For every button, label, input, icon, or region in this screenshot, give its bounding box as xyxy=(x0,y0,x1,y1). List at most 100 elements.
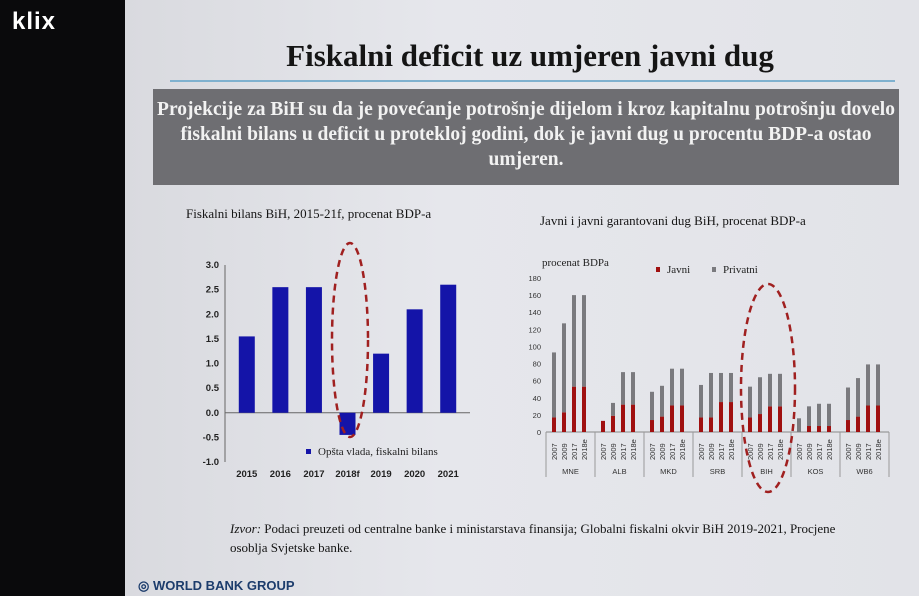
year-tick: 2007 xyxy=(550,443,559,460)
left-y-tick: 2.0 xyxy=(206,309,219,320)
javni-bar xyxy=(631,404,635,432)
left-x-tick: 2021 xyxy=(438,469,460,480)
balance-bar xyxy=(373,353,390,413)
year-tick: 2018e xyxy=(629,439,638,460)
privatni-bar xyxy=(670,368,674,406)
left-y-tick: 0.5 xyxy=(206,383,220,394)
privatni-bar xyxy=(758,377,762,415)
legend-swatch-privatni xyxy=(712,267,716,272)
left-y-tick: 1.0 xyxy=(206,359,219,370)
year-tick: 2017 xyxy=(766,443,775,460)
javni-bar xyxy=(866,405,870,432)
privatni-bar xyxy=(660,385,664,417)
javni-bar xyxy=(601,420,605,432)
privatni-bar xyxy=(611,402,615,416)
legend-label-balance: Opšta vlada, fiskalni bilans xyxy=(318,446,438,458)
year-tick: 2018e xyxy=(727,439,736,460)
year-tick: 2009 xyxy=(854,443,863,460)
balance-bar xyxy=(339,412,356,435)
source-text: Podaci preuzeti od centralne banke i min… xyxy=(230,521,836,555)
left-chart-title: Fiskalni bilans BiH, 2015-21f, procenat … xyxy=(186,206,432,221)
left-x-tick: 2016 xyxy=(270,469,291,480)
javni-bar xyxy=(621,404,625,432)
privatni-bar xyxy=(729,372,733,403)
right-y-tick: 180 xyxy=(528,274,541,283)
javni-bar xyxy=(670,405,674,432)
javni-bar xyxy=(699,417,703,432)
privatni-bar xyxy=(680,368,684,406)
javni-bar xyxy=(611,415,615,432)
right-y-tick: 100 xyxy=(528,342,541,351)
klix-logo: klix xyxy=(12,8,57,35)
source-note: Izvor: Podaci preuzeti od centralne bank… xyxy=(230,519,870,557)
year-tick: 2007 xyxy=(844,443,853,460)
privatni-bar xyxy=(856,378,860,417)
privatni-bar xyxy=(719,372,723,403)
right-y-tick: 120 xyxy=(528,325,541,334)
year-tick: 2007 xyxy=(648,443,657,460)
left-y-tick: 1.5 xyxy=(206,334,220,345)
right-chart-title: Javni i javni garantovani dug BiH, proce… xyxy=(540,213,806,228)
group-label: SRB xyxy=(710,467,725,476)
right-y-tick: 160 xyxy=(528,291,541,300)
javni-bar xyxy=(748,417,752,432)
right-y-tick: 40 xyxy=(533,394,541,403)
javni-bar xyxy=(846,420,850,432)
right-y-tick: 140 xyxy=(528,308,541,317)
javni-bar xyxy=(582,386,586,432)
balance-bar xyxy=(406,309,423,413)
privatni-bar xyxy=(866,364,870,406)
javni-bar xyxy=(660,416,664,432)
year-tick: 2009 xyxy=(658,443,667,460)
left-x-tick: 2017 xyxy=(303,469,324,480)
left-y-tick: 2.5 xyxy=(206,285,220,296)
left-y-tick: 0.0 xyxy=(206,408,219,419)
group-label: WB6 xyxy=(856,467,872,476)
javni-bar xyxy=(768,406,772,432)
title-divider xyxy=(170,80,895,82)
left-y-tick: 3.0 xyxy=(206,260,219,271)
right-y-tick: 0 xyxy=(537,428,541,437)
javni-bar xyxy=(709,417,713,432)
privatni-bar xyxy=(748,386,752,418)
year-tick: 2007 xyxy=(795,443,804,460)
left-x-tick: 2018f xyxy=(335,469,360,480)
year-tick: 2017 xyxy=(717,443,726,460)
privatni-bar xyxy=(846,387,850,421)
group-label: BIH xyxy=(760,467,773,476)
privatni-bar xyxy=(699,384,703,418)
privatni-bar xyxy=(631,372,635,405)
year-tick: 2009 xyxy=(707,443,716,460)
right-y-tick: 20 xyxy=(533,411,541,420)
year-tick: 2018e xyxy=(874,439,883,460)
year-tick: 2009 xyxy=(560,443,569,460)
year-tick: 2018e xyxy=(580,439,589,460)
year-tick: 2007 xyxy=(697,443,706,460)
year-tick: 2018e xyxy=(776,439,785,460)
javni-bar xyxy=(552,417,556,432)
balance-bar xyxy=(440,284,457,413)
javni-bar xyxy=(719,402,723,432)
javni-bar xyxy=(729,402,733,432)
left-y-tick: -1.0 xyxy=(203,457,219,468)
world-bank-logo-text: WORLD BANK GROUP xyxy=(152,578,295,593)
javni-bar xyxy=(778,406,782,432)
privatni-bar xyxy=(817,403,821,427)
left-y-tick: -0.5 xyxy=(203,432,220,443)
privatni-bar xyxy=(876,364,880,406)
javni-bar xyxy=(827,426,831,432)
privatni-bar xyxy=(621,372,625,405)
javni-bar xyxy=(562,412,566,432)
group-label: MNE xyxy=(562,467,579,476)
world-bank-logo: ◎ WORLD BANK GROUP xyxy=(138,578,295,593)
privatni-bar xyxy=(709,372,713,418)
highlight-ellipse-2018 xyxy=(330,241,370,439)
javni-bar xyxy=(817,426,821,432)
left-x-tick: 2019 xyxy=(371,469,392,480)
year-tick: 2017 xyxy=(668,443,677,460)
year-tick: 2017 xyxy=(570,443,579,460)
year-tick: 2009 xyxy=(609,443,618,460)
privatni-bar xyxy=(582,295,586,387)
balance-bar xyxy=(238,336,255,413)
